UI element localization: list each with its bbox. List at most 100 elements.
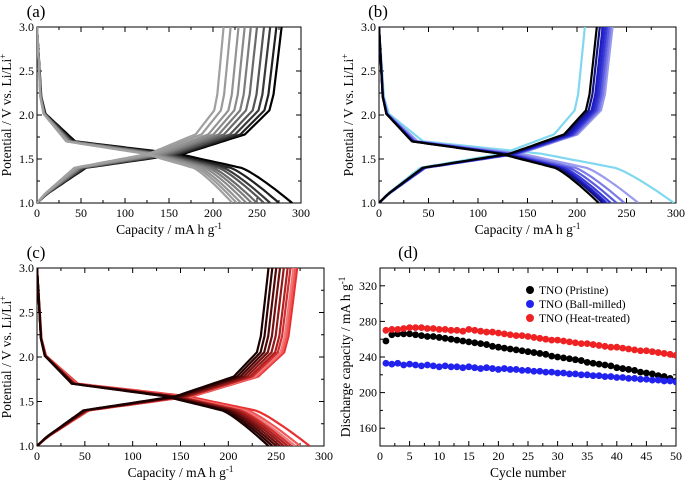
- data-point: [518, 347, 526, 355]
- data-point: [530, 334, 538, 341]
- data-point: [566, 338, 573, 346]
- data-point: [613, 374, 621, 381]
- x-axis-title-sup: -1: [573, 221, 581, 231]
- y-axis-title: Discharge capacity / mA h g-1: [337, 277, 353, 438]
- data-point: [495, 366, 502, 373]
- data-point: [459, 364, 467, 372]
- data-point: [536, 367, 544, 375]
- data-point: [542, 368, 550, 376]
- data-point: [643, 369, 650, 377]
- data-point: [471, 364, 479, 372]
- data-point: [613, 343, 621, 351]
- y-tick-label: 1.0: [19, 439, 34, 453]
- plot-frame: [379, 267, 677, 447]
- data-point: [654, 376, 662, 384]
- data-point: [441, 326, 449, 333]
- y-axis-title: Potential / V vs. Li/Li+: [340, 54, 356, 177]
- data-point: [406, 330, 413, 338]
- plot-area: [379, 27, 675, 203]
- data-point: [607, 373, 615, 380]
- data-point: [548, 336, 556, 344]
- data-point: [512, 346, 520, 354]
- y-tick-label: 240: [359, 350, 377, 364]
- x-tick-label: 0: [34, 206, 40, 220]
- y-axis-title-text: Potential / V vs. Li/Li: [0, 300, 14, 418]
- data-point: [583, 358, 591, 366]
- data-point: [400, 361, 408, 369]
- x-axis-title-sup: -1: [214, 221, 222, 231]
- x-tick-label: 150: [172, 449, 190, 463]
- data-point: [577, 357, 585, 364]
- y-tick-label: 3.0: [19, 261, 34, 275]
- data-point: [382, 337, 390, 345]
- y-tick-label: 2.5: [361, 64, 376, 78]
- data-point: [400, 325, 408, 332]
- data-point: [571, 356, 579, 364]
- x-tick-label: 30: [552, 449, 564, 463]
- data-point: [577, 340, 585, 348]
- x-tick-label: 250: [248, 206, 266, 220]
- data-point: [613, 364, 621, 372]
- data-point: [435, 326, 443, 333]
- legend-marker: [526, 286, 534, 294]
- data-point: [548, 352, 556, 360]
- x-axis-title-text: Cycle number: [490, 465, 567, 480]
- y-tick-label: 1.0: [361, 196, 376, 210]
- x-tick-label: 40: [611, 449, 623, 463]
- discharge-curve: [379, 27, 675, 203]
- data-point: [625, 374, 633, 382]
- data-point: [595, 342, 603, 349]
- legend-label: TNO (Ball-milled): [539, 299, 626, 311]
- data-point: [530, 367, 538, 375]
- data-point: [583, 371, 591, 379]
- data-point: [435, 363, 443, 371]
- charge-curve: [37, 27, 225, 203]
- data-point: [453, 363, 461, 371]
- data-point: [577, 371, 585, 379]
- data-point: [489, 365, 496, 372]
- data-point: [518, 332, 526, 340]
- data-point: [524, 333, 532, 340]
- data-point: [412, 361, 419, 369]
- data-point: [423, 333, 431, 340]
- data-point: [453, 326, 461, 334]
- y-tick-label: 320: [359, 279, 377, 293]
- data-point: [506, 366, 514, 373]
- x-tick-label: 250: [618, 206, 636, 220]
- data-point: [619, 374, 627, 381]
- data-point: [400, 330, 408, 338]
- data-point: [654, 349, 662, 356]
- plot-area: [37, 268, 311, 446]
- data-point: [429, 362, 437, 370]
- data-point: [530, 349, 538, 356]
- data-point: [477, 327, 485, 335]
- plot-area: [37, 27, 293, 203]
- x-tick-label: 0: [376, 206, 382, 220]
- x-tick-label: 0: [377, 449, 383, 463]
- data-point: [489, 342, 496, 350]
- y-tick-label: 3.0: [361, 20, 376, 34]
- charge-curve: [37, 268, 270, 446]
- data-point: [483, 341, 490, 348]
- x-tick-label: 50: [670, 449, 682, 463]
- data-point: [394, 326, 402, 333]
- x-tick-label: 200: [568, 206, 586, 220]
- x-tick-label: 100: [469, 206, 487, 220]
- x-tick-label: 300: [292, 206, 310, 220]
- data-point: [643, 375, 650, 383]
- data-point: [625, 366, 633, 373]
- y-tick-label: 2.0: [19, 108, 34, 122]
- data-point: [554, 336, 561, 344]
- data-point: [406, 360, 413, 368]
- panel-d: (d) 0 5 10 15 20 25 30 35 40 45 50 160 200 240 280 320 Cy…: [337, 243, 682, 480]
- y-tick-label: 3.0: [19, 20, 34, 34]
- data-point: [542, 335, 550, 343]
- x-tick-label: 100: [116, 206, 134, 220]
- data-point: [601, 373, 609, 380]
- data-point: [625, 345, 633, 353]
- data-point: [418, 362, 425, 370]
- data-point: [495, 329, 502, 337]
- x-tick-label: 15: [463, 449, 475, 463]
- data-point: [477, 365, 485, 372]
- y-tick-label: 1.5: [361, 152, 376, 166]
